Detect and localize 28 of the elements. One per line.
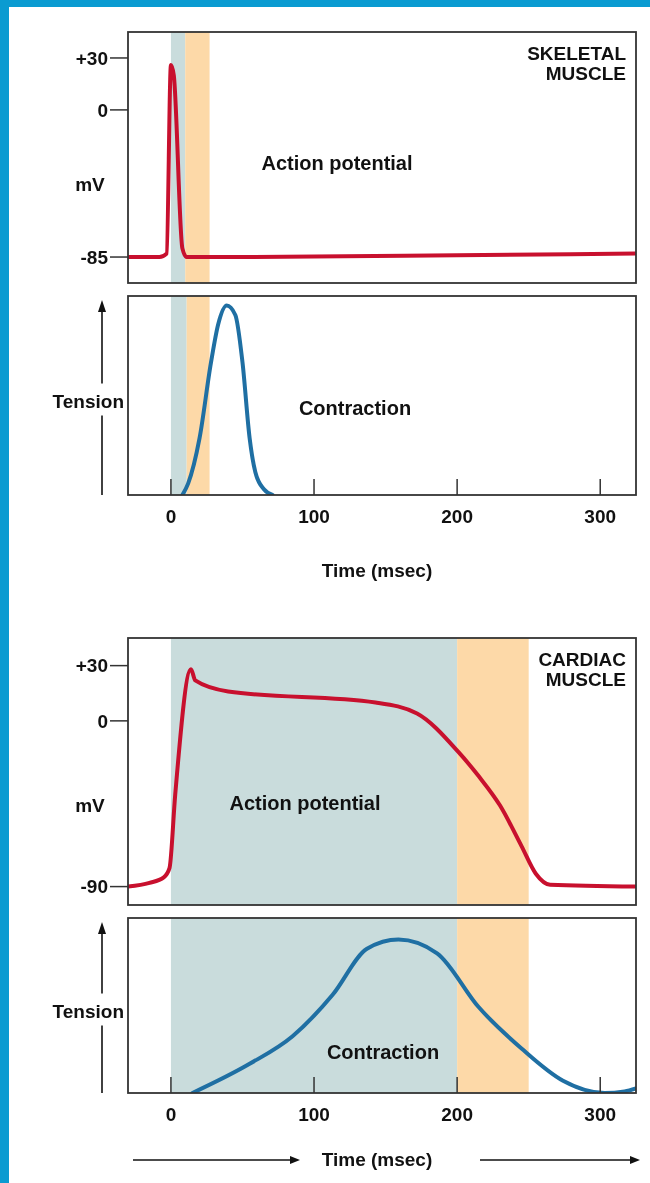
x-axis-title: Time (msec) <box>321 560 433 581</box>
x-tick-label: 100 <box>298 1104 330 1125</box>
annotation: Action potential <box>229 792 381 814</box>
text: CARDIAC MUSCLE <box>538 649 627 690</box>
x-tick-label: 300 <box>584 1104 617 1125</box>
line-series <box>128 62 636 260</box>
y-axis-title: Tension <box>52 1000 124 1022</box>
x-tick-label: 0 <box>165 1104 177 1125</box>
y-axis-title: mV <box>75 174 106 196</box>
annotation: Action potential <box>261 152 413 174</box>
x-axis-title: Time (msec) <box>321 1149 433 1170</box>
x-tick-label: 0 <box>165 506 177 527</box>
y-tick-label: -85 <box>80 246 109 268</box>
y-tick-label: 0 <box>97 99 108 121</box>
y-tick-label: +30 <box>75 47 108 69</box>
y-axis-title: Tension <box>52 390 124 412</box>
y-tick-label: +30 <box>75 655 108 677</box>
y-tick-label: 0 <box>97 710 108 732</box>
line-series <box>128 667 636 889</box>
x-tick-label: 200 <box>441 506 473 527</box>
annotation: Contraction <box>298 397 412 419</box>
text: SKELETAL MUSCLE <box>527 43 627 84</box>
x-tick-label: 100 <box>298 506 330 527</box>
annotation: Contraction <box>326 1041 440 1063</box>
y-tick-label: -90 <box>80 876 108 898</box>
x-tick-label: 300 <box>584 506 617 527</box>
x-tick-label: 200 <box>441 1104 473 1125</box>
y-axis-title: mV <box>75 794 106 816</box>
